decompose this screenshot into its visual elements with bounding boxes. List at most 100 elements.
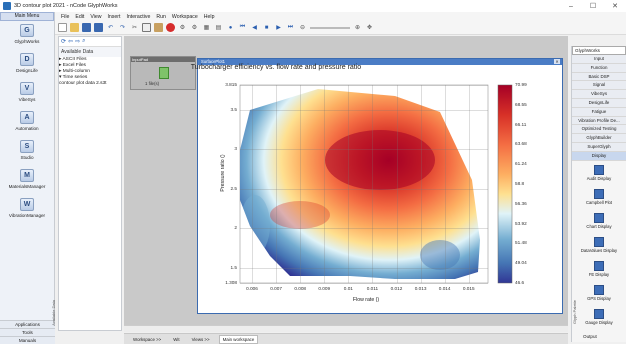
nav-vibrationmanager[interactable]: W VibrationManager [0,198,54,224]
paste-icon[interactable] [154,23,163,32]
save-icon[interactable] [82,23,91,32]
glyphworks-icon: G [20,24,34,37]
palette-category[interactable]: Basic DSP [572,72,626,82]
grid-icon[interactable]: ▤ [215,25,222,31]
close-button[interactable]: ✕ [612,3,618,10]
skip-forward-icon[interactable]: ⏭ [287,24,294,30]
cut-icon[interactable]: ✂ [131,25,138,31]
filter-icon[interactable]: ⌕ [82,38,86,44]
tree-item[interactable]: ▾ Time series [59,75,88,80]
workspace-menu-tab[interactable]: Workspace >> [133,336,162,342]
colorbar-tick-label: 70.99 [515,82,527,87]
palette-selector[interactable]: GlyphWorks [572,46,626,55]
plot-close-icon[interactable]: ✕ [554,59,560,64]
available-data-side-label[interactable]: Available Data [51,300,56,326]
tree-item[interactable]: contour plot data 2.s3t [59,81,107,86]
palette-category[interactable]: Optimized Testing [572,125,626,135]
redo-icon[interactable]: ↷ [119,25,126,31]
menu-workspace[interactable]: Workspace [171,13,198,20]
nav-studio[interactable]: S Studio [0,140,54,166]
nav-materialsmanager[interactable]: M MaterialsManager [0,169,54,195]
new-icon[interactable] [58,23,67,32]
glyph-audit-display[interactable]: Audit Display [572,161,626,185]
menu-run[interactable]: Run [156,13,166,20]
menu-view[interactable]: View [90,13,102,20]
y-gridline [240,228,488,230]
refresh-icon[interactable]: ⟳ [61,39,67,45]
nav-designlife[interactable]: D DesignLife [0,53,54,79]
properties-icon[interactable]: ⚙ [191,25,198,31]
open-icon[interactable] [70,23,79,32]
wit-tab[interactable]: Wit [173,336,180,342]
tree-item[interactable]: ▸ Excel Files [59,63,86,68]
nav-glyphworks[interactable]: G GlyphWorks [0,24,54,50]
glyph-gps-display[interactable]: GPS Display [572,281,626,305]
run-stop-icon[interactable]: ● [228,24,233,31]
y-tick-label: 1.5 [230,264,237,270]
undo-icon[interactable]: ↶ [107,25,114,31]
tree-item[interactable]: ▸ Multi-column [59,69,90,74]
x-gridline [468,85,470,283]
save-all-icon[interactable] [94,23,103,32]
play-icon[interactable]: ▶ [276,25,281,31]
fit-icon[interactable]: ✥ [366,25,373,31]
layout-icon[interactable]: ▦ [203,25,210,31]
palette-category[interactable]: Input [572,55,626,64]
y-tick-label: 2 [234,225,237,231]
settings-icon[interactable]: ⚙ [179,25,186,31]
palette-category[interactable]: GlyphBuilder [572,134,626,143]
x-tick-label: 0.013 [414,286,427,291]
palette-category[interactable]: Function [572,63,626,73]
horizontal-scrollbar[interactable] [124,325,568,332]
glyph-fe-display[interactable]: FE Display [572,257,626,281]
zoom-in-icon[interactable]: ⊕ [354,25,361,31]
input-glyph-window[interactable]: InputPad 1 file(s) [130,56,196,90]
minimize-button[interactable]: – [569,2,573,10]
menu-help[interactable]: Help [203,13,215,20]
palette-category[interactable]: SuperGlyph [572,142,626,152]
main-menu-header[interactable]: Main Menu [0,12,54,21]
tree-item[interactable]: ▸ ASCII Files [59,57,87,62]
x-axis-label: Flow rate () [352,297,380,303]
glyph-palette-side-label[interactable]: Glyph Palette [572,300,577,325]
palette-category[interactable]: Fatigue [572,107,626,117]
stop-icon[interactable]: ■ [264,24,269,31]
glyph-datavalues-display[interactable]: DataValues Display [572,233,626,257]
palette-category[interactable]: Vibration Profile De... [572,116,626,126]
palette-category[interactable]: DesignLife [572,98,626,108]
nav-automation[interactable]: A Automation [0,111,54,137]
workspace-tabs: Workspace >> Wit Views >> Main workspace [124,333,568,344]
y-gridline [240,85,488,86]
manuals-button[interactable]: Manuals [0,336,55,344]
y-gridline [240,188,488,190]
zoom-out-icon[interactable]: ⊖ [299,25,306,31]
glyph-chart-display[interactable]: Chart Display [572,209,626,233]
back-icon[interactable]: ⇦ [68,39,74,45]
main-workspace-tab[interactable]: Main workspace [218,334,259,344]
glyph-campbell-plot[interactable]: Campbell Plot [572,185,626,209]
tools-button[interactable]: Tools [0,328,55,336]
copy-icon[interactable] [142,23,151,32]
step-back-icon[interactable]: ◀ [252,25,257,31]
output-tab[interactable]: Output [583,334,597,339]
palette-category[interactable]: Signal [572,81,626,91]
zoom-slider[interactable] [310,26,350,29]
menu-interactive[interactable]: Interactive [126,13,151,20]
menu-insert[interactable]: Insert [107,13,121,20]
maximize-button[interactable]: ☐ [589,3,597,10]
menu-file[interactable]: File [61,13,70,20]
applications-button[interactable]: Applications [0,320,55,328]
views-menu-tab[interactable]: Views >> [191,336,210,342]
skip-back-icon[interactable]: ⏮ [239,24,246,30]
palette-category[interactable]: VibeSys [572,90,626,99]
menu-edit[interactable]: Edit [75,13,85,20]
x-tick-label: 0.008 [294,286,307,291]
nav-vibesys[interactable]: V VibeSys [0,82,54,108]
forward-icon[interactable]: ⇨ [75,39,81,45]
delete-icon[interactable] [166,23,175,32]
colorbar-tick-label: 49.04 [515,260,527,266]
palette-category-active[interactable]: Display [572,151,626,161]
colorbar-tick-label: 66.11 [515,121,527,127]
glyph-gauge-display[interactable]: Gauge Display [572,305,626,329]
colorbar-tick-label: 63.68 [515,141,527,147]
